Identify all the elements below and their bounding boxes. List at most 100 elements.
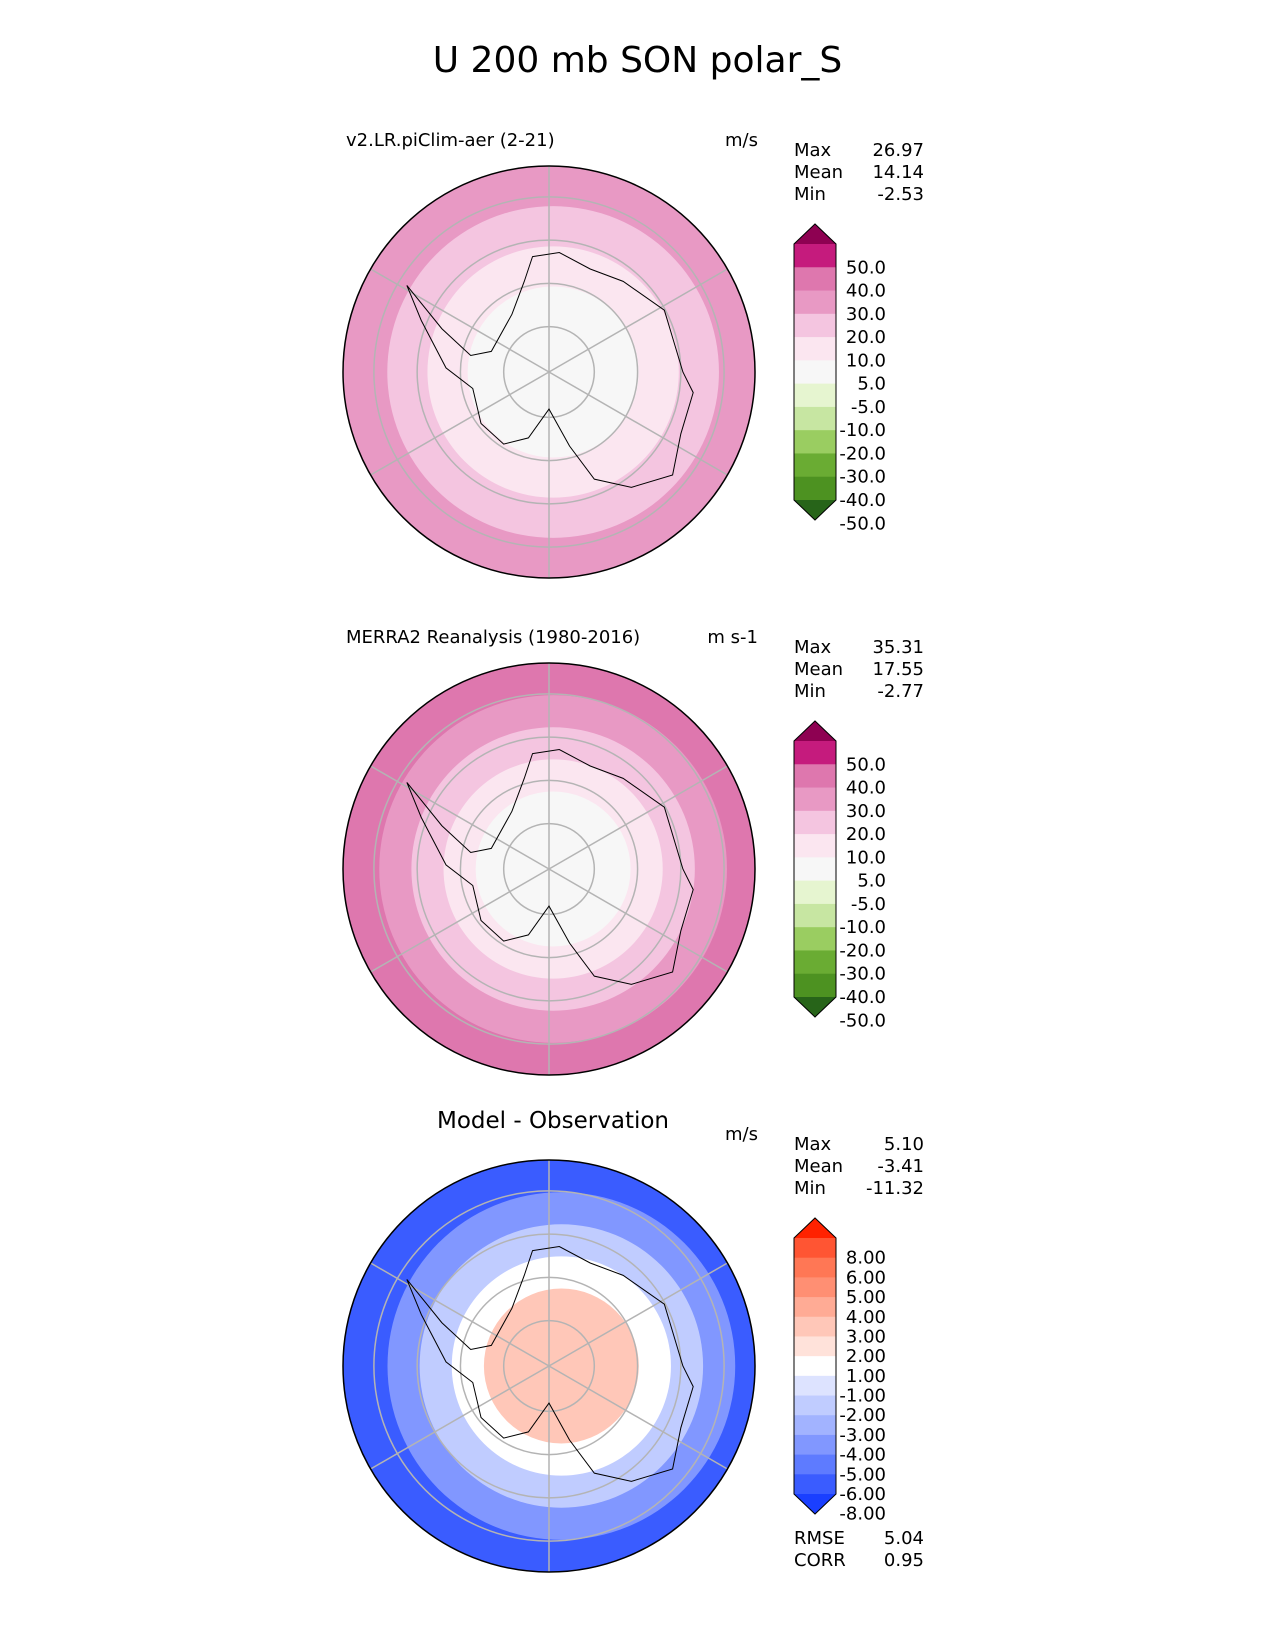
stat-max-label: Max <box>794 637 832 658</box>
colorbar-band <box>794 1356 836 1377</box>
colorbar-tick-label: -8.00 <box>839 1504 886 1525</box>
colorbar-band <box>794 430 836 454</box>
colorbar-band <box>794 1257 836 1278</box>
colorbar-band <box>794 1316 836 1337</box>
stat-min-value: -2.53 <box>877 184 924 205</box>
colorbar-band <box>794 1297 836 1318</box>
colorbar-band <box>794 1277 836 1298</box>
colorbar-band <box>794 476 836 501</box>
colorbar-tick-label: 10.0 <box>846 847 886 868</box>
colorbar-tick-label: 8.00 <box>846 1248 886 1269</box>
colorbar-tick-label: 6.00 <box>846 1267 886 1288</box>
colorbar-tick-label: 20.0 <box>846 327 886 348</box>
stat-max-label: Max <box>794 1134 832 1155</box>
figure-title: U 200 mb SON polar_S <box>432 40 843 81</box>
colorbar-tick-label: -40.0 <box>839 490 886 511</box>
antarctica-coastline <box>406 1246 694 1482</box>
colorbar-tick-label: -40.0 <box>839 987 886 1008</box>
panel-title: v2.LR.piClim-aer (2-21) <box>346 130 555 151</box>
colorbar-band <box>794 1238 836 1259</box>
longitude-gridline <box>548 371 728 476</box>
colorbar-tick-label: -6.00 <box>839 1484 886 1505</box>
colorbar: 8.006.005.004.003.002.001.00-1.00-2.00-3… <box>793 1217 886 1525</box>
contour-band <box>475 791 631 947</box>
longitude-gridline <box>548 1365 728 1470</box>
colorbar-tick-label: 5.00 <box>846 1287 886 1308</box>
colorbar-band <box>794 950 836 975</box>
colorbar: 50.0 40.030.020.010.0 5.0-5.0-10.0-20.0 -30… <box>793 720 886 1031</box>
colorbar-tick-label: -30.0 <box>839 467 886 488</box>
longitude-gridline <box>370 371 550 476</box>
colorbar-tick-label: -5.0 <box>851 397 886 418</box>
rmse-value: 5.04 <box>883 1528 924 1549</box>
colorbar-tick-label: 3.00 <box>846 1326 886 1347</box>
panel-title: MERRA2 Reanalysis (1980-2016) <box>346 627 641 648</box>
longitude-gridline <box>370 1262 550 1367</box>
colorbar-band <box>794 1375 836 1397</box>
colorbar-band <box>794 1336 836 1357</box>
stat-mean-value: 14.14 <box>872 162 924 183</box>
map-boundary <box>342 1159 756 1573</box>
colorbar-extend-max <box>794 721 836 741</box>
polar-map <box>342 662 756 1076</box>
stat-min-value: -2.77 <box>877 681 924 702</box>
stat-mean-label: Mean <box>794 659 844 680</box>
longitude-gridline <box>548 268 728 373</box>
corr-value: 0.95 <box>883 1550 924 1571</box>
colorbar-tick-label: -30.0 <box>839 964 886 985</box>
colorbar-tick-label: 20.0 <box>846 824 886 845</box>
longitude-gridline <box>370 868 550 973</box>
colorbar-tick-label: 40.0 <box>846 778 886 799</box>
stat-max-value: 5.10 <box>883 1134 924 1155</box>
panel-units: m/s <box>725 130 758 151</box>
colorbar-tick-label: -10.0 <box>839 917 886 938</box>
stats-box: Max 35.31 Mean 17.55 Min -2.77 <box>794 637 924 703</box>
colorbar-tick-label: -50.0 <box>839 513 886 534</box>
longitude-gridline <box>370 765 550 870</box>
panel-units: m s-1 <box>707 627 758 648</box>
map-boundary <box>342 662 756 1076</box>
colorbar-band <box>794 857 836 882</box>
stat-mean-value: 17.55 <box>872 659 924 680</box>
colorbar-band <box>794 1454 836 1475</box>
colorbar-outline <box>793 1217 837 1515</box>
colorbar-band <box>794 1434 836 1456</box>
panel-model: v2.LR.piClim-aer (2-21) m/s Max 26.97 Mea… <box>0 130 1275 630</box>
colorbar-outline <box>793 223 837 521</box>
colorbar-tick-label: -4.00 <box>839 1445 886 1466</box>
colorbar-band <box>794 290 836 315</box>
contour-band <box>467 286 639 458</box>
colorbar-tick-label: 30.0 <box>846 801 886 822</box>
colorbar-band <box>794 903 836 928</box>
polar-map <box>342 1159 756 1573</box>
longitude-gridline <box>370 1365 550 1470</box>
colorbar-tick-label: -10.0 <box>839 420 886 441</box>
stat-min-label: Min <box>794 184 826 205</box>
colorbar-band <box>794 1474 836 1495</box>
colorbar-tick-label: -5.0 <box>851 894 886 915</box>
colorbar-tick-label: 2.00 <box>846 1346 886 1367</box>
colorbar-band <box>794 834 836 858</box>
map-boundary <box>342 165 756 579</box>
colorbar-band <box>794 244 836 268</box>
longitude-gridline <box>548 868 728 973</box>
colorbar-tick-label: 40.0 <box>846 281 886 302</box>
longitude-gridline <box>370 268 550 373</box>
stat-min-label: Min <box>794 681 826 702</box>
colorbar-extend-max <box>794 1218 836 1238</box>
contour-band <box>483 1288 639 1444</box>
stat-mean-label: Mean <box>794 162 844 183</box>
stat-max-value: 26.97 <box>872 140 924 161</box>
colorbar-tick-label: 30.0 <box>846 304 886 325</box>
stat-min-value: -11.32 <box>865 1178 924 1199</box>
colorbar-tick-label: -20.0 <box>839 940 886 961</box>
colorbar-band <box>794 880 836 905</box>
stat-max-label: Max <box>794 140 832 161</box>
colorbar: 50.0 40.030.020.010.0 5.0-5.0-10.0-20.0 -30… <box>793 223 886 534</box>
colorbar-band <box>794 1395 836 1416</box>
colorbar-tick-label: -5.00 <box>839 1464 886 1485</box>
colorbar-tick-label: 5.0 <box>857 871 886 892</box>
colorbar-tick-label: -3.00 <box>839 1425 886 1446</box>
rmse-label: RMSE <box>794 1528 845 1549</box>
stats-box: Max 26.97 Mean 14.14 Min -2.53 <box>794 140 924 206</box>
